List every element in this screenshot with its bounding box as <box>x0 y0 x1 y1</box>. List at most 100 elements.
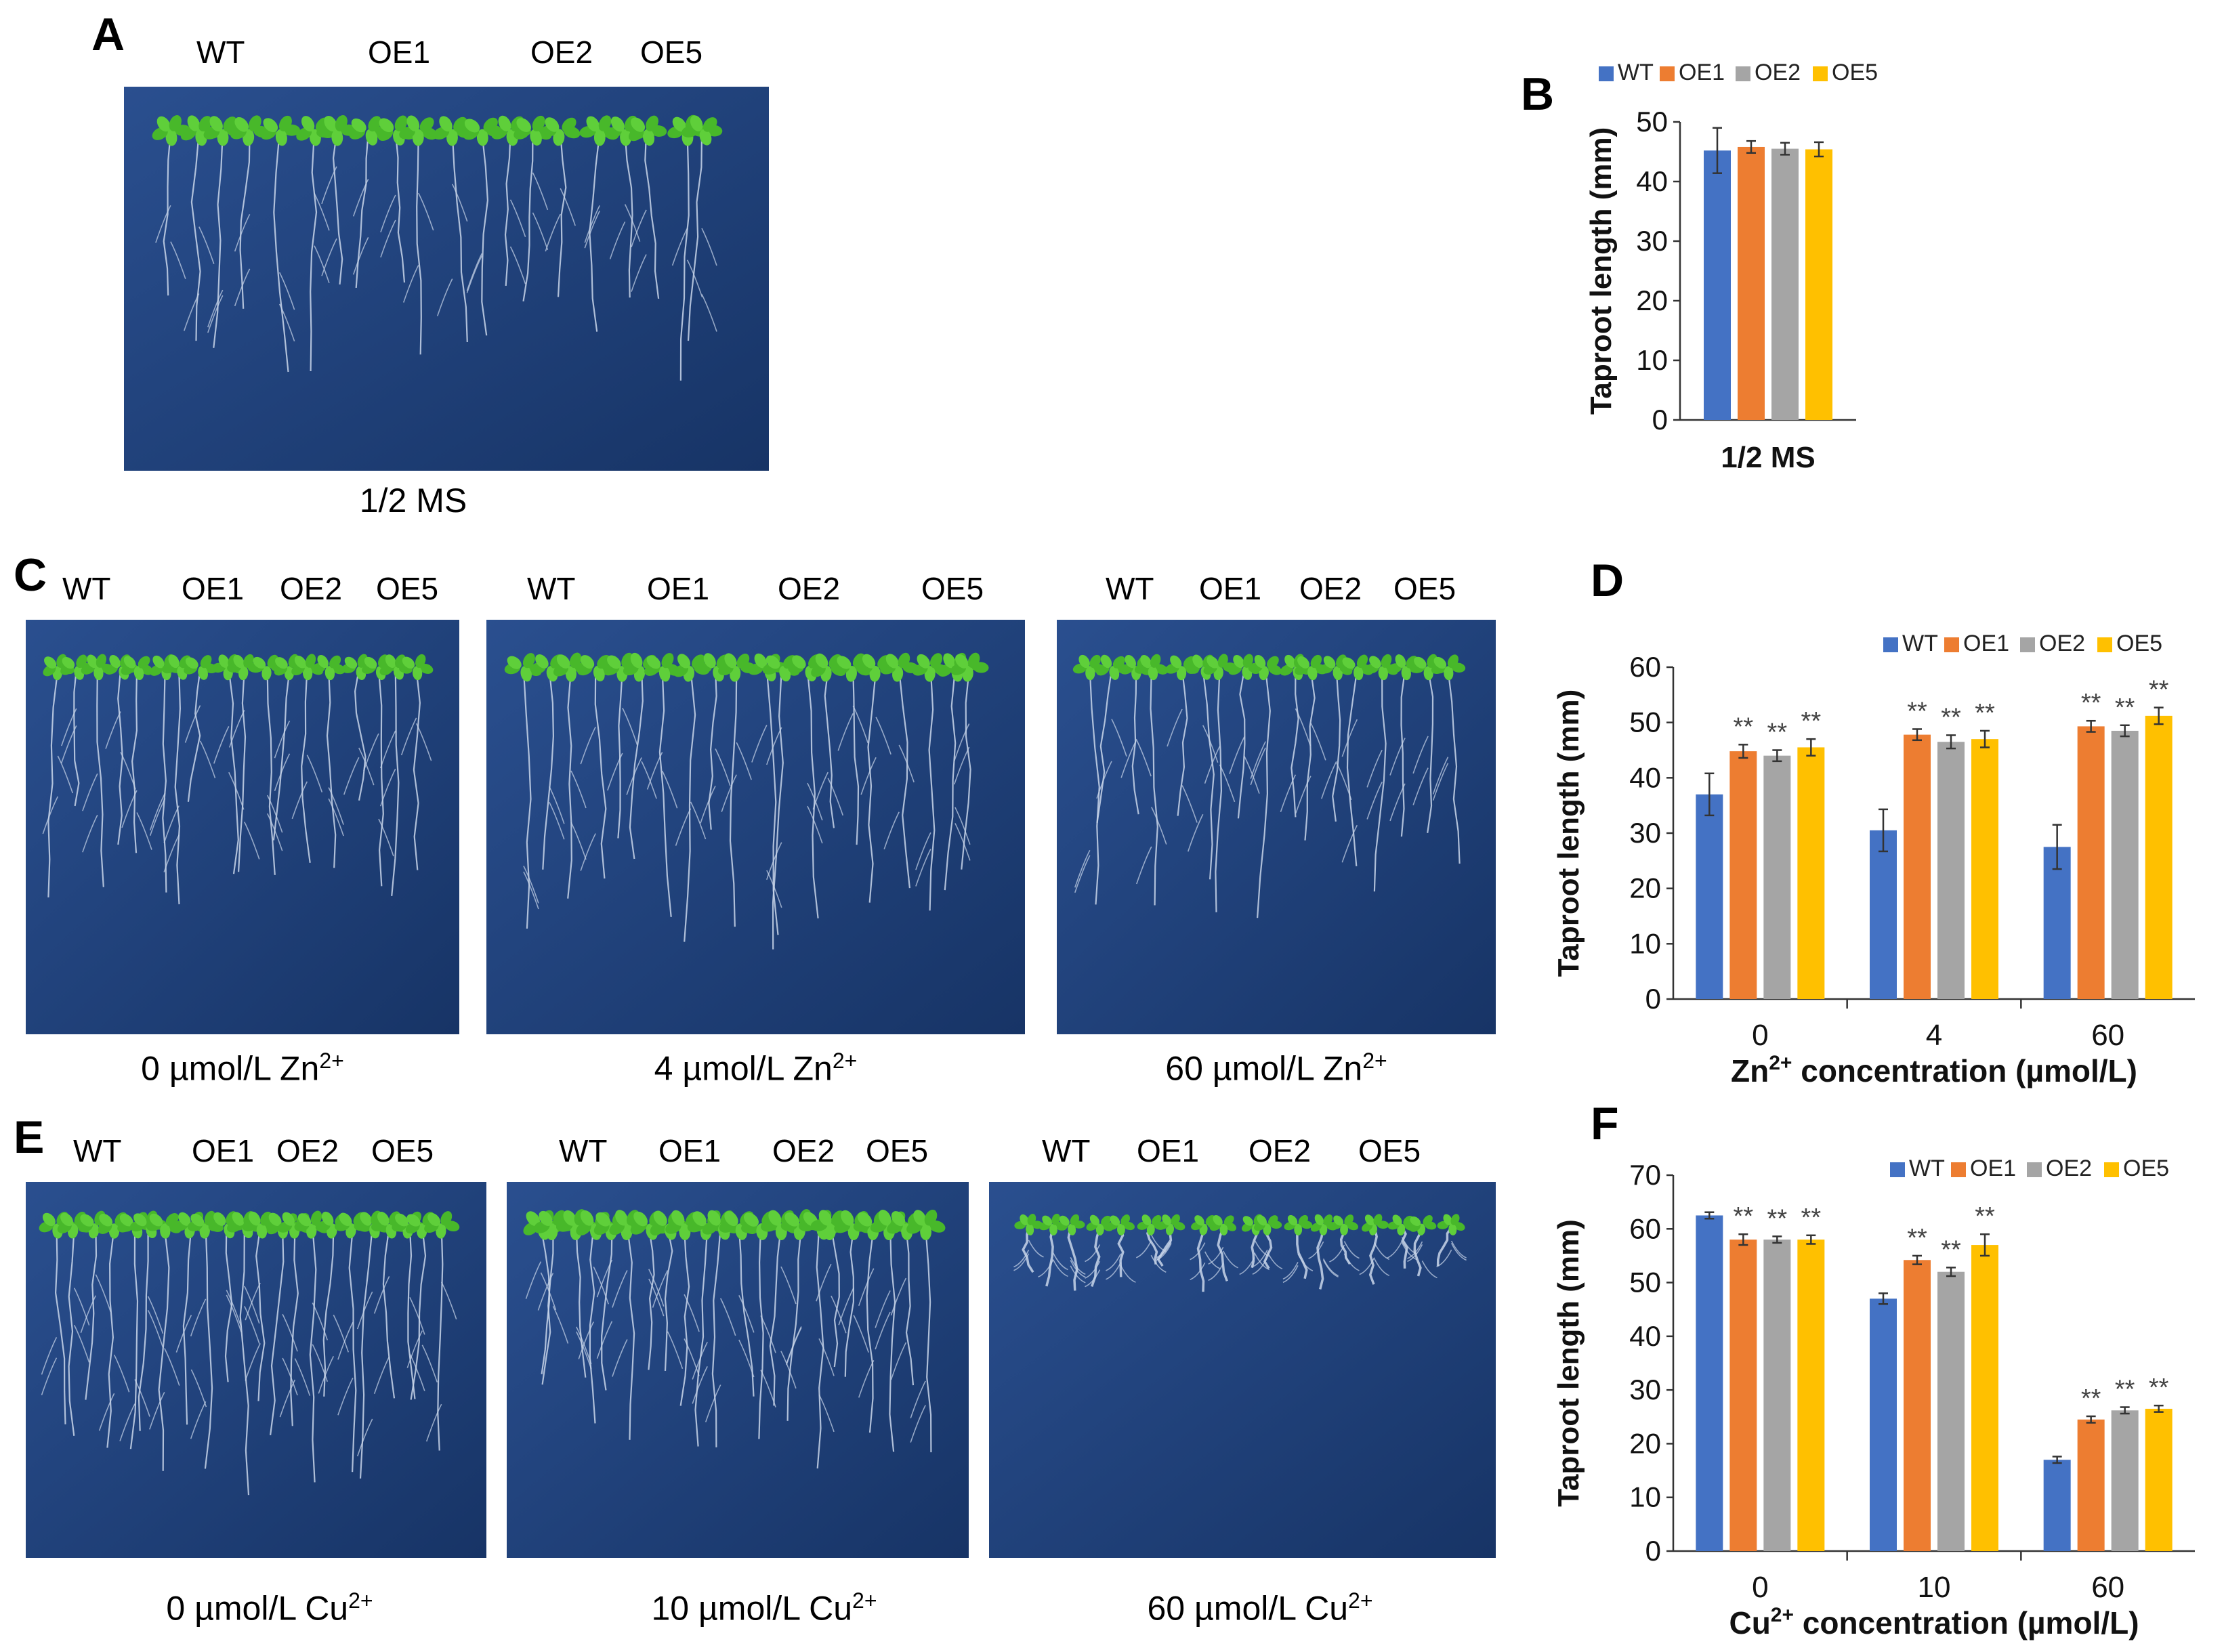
bar <box>1763 1240 1791 1551</box>
seedling <box>1248 654 1282 918</box>
significance-marker: ** <box>1975 1202 1995 1231</box>
genotype-label: OE2 <box>276 1133 339 1168</box>
bar <box>2043 847 2071 999</box>
seedling <box>513 115 552 302</box>
chart-svg: WT OE1 OE2 OE5 0 10 20 30 40 50 Taproot length (mm… <box>1585 60 1878 474</box>
legend-label: WT <box>1909 1156 1945 1181</box>
bar <box>1904 734 1931 999</box>
y-axis-label: Taproot length (mm) <box>1585 127 1618 415</box>
caption-text: 60 µmol/L Cu <box>1147 1589 1349 1628</box>
legend-swatch <box>1813 66 1828 81</box>
legend-swatch <box>2097 637 2112 652</box>
y-axis-label: Taproot length (mm) <box>1552 1219 1585 1506</box>
panel-letter-e: E <box>14 1111 45 1163</box>
genotype-label: WT <box>196 35 245 70</box>
caption-text: 10 µmol/L Cu <box>651 1589 853 1628</box>
genotype-label: OE2 <box>530 35 593 70</box>
agar-background <box>26 1182 486 1558</box>
significance-marker: ** <box>1975 699 1995 727</box>
bar <box>1971 739 1998 999</box>
genotype-label: OE5 <box>1358 1133 1421 1168</box>
seedling-plate-illustration <box>1057 620 1496 1034</box>
bar <box>2145 715 2173 999</box>
y-axis-label: Taproot length (mm) <box>1552 690 1585 977</box>
bar <box>1763 755 1791 999</box>
genotype-label: WT <box>62 571 111 606</box>
bar <box>1729 751 1757 999</box>
genotype-label: OE1 <box>1199 571 1262 606</box>
y-tick-label: 0 <box>1652 404 1668 436</box>
x-category-label: 10 <box>1918 1571 1951 1604</box>
y-tick-label: 50 <box>1636 106 1668 137</box>
significance-marker: ** <box>1801 707 1822 736</box>
seedling-plate-illustration <box>989 1182 1496 1558</box>
significance-marker: ** <box>1767 719 1788 747</box>
significance-marker: ** <box>1767 1204 1788 1233</box>
seedling-plate-photo <box>989 1182 1496 1558</box>
legend-swatch <box>2020 637 2035 652</box>
seedling <box>1431 654 1466 864</box>
genotype-label: OE1 <box>647 571 710 606</box>
legend-swatch <box>1951 1162 1966 1177</box>
agar-background <box>989 1182 1496 1558</box>
legend-swatch <box>1599 66 1614 81</box>
bar <box>1704 150 1731 421</box>
significance-marker: ** <box>1734 1202 1754 1231</box>
seedling <box>294 1210 330 1483</box>
seedling-plate-photo <box>1057 620 1496 1034</box>
y-tick-label: 40 <box>1629 1320 1661 1352</box>
bar <box>1937 742 1965 999</box>
legend-label: OE2 <box>1755 60 1801 85</box>
x-category-label: 60 <box>2091 1571 2124 1604</box>
seedling-plate-photo <box>507 1182 969 1558</box>
seedling <box>349 116 388 288</box>
genotype-label: OE2 <box>778 571 841 606</box>
significance-marker: ** <box>1907 697 1927 725</box>
plate-caption: 0 µmol/L Zn2+ <box>26 1049 459 1088</box>
genotype-label: OE5 <box>1393 571 1456 606</box>
seedling-plate-illustration <box>124 87 769 471</box>
plate-caption: 60 µmol/L Cu2+ <box>1030 1588 1490 1628</box>
chart-d: WT OE1 OE2 OE5 0 10 20 30 40 50 60 Taproot length (… <box>1538 613 2215 1088</box>
genotype-label: OE5 <box>371 1133 434 1168</box>
bar <box>2111 1410 2139 1551</box>
plate-caption: 1/2 MS <box>359 482 467 520</box>
y-tick-label: 50 <box>1629 706 1661 738</box>
caption-text: 0 µmol/L Cu <box>166 1589 349 1628</box>
x-axis-label-suffix: concentration (µmol/L) <box>1792 1053 2137 1088</box>
bar <box>1738 146 1765 420</box>
agar-background <box>486 620 1025 1034</box>
agar-background <box>507 1182 969 1558</box>
significance-marker: ** <box>2081 1384 2101 1413</box>
y-tick-label: 30 <box>1629 817 1661 849</box>
legend-swatch <box>1883 637 1898 652</box>
y-tick-label: 20 <box>1629 872 1661 904</box>
seedling <box>121 656 153 853</box>
bar <box>1971 1245 1998 1551</box>
y-tick-label: 20 <box>1629 1427 1661 1459</box>
x-axis-label-superscript: 2+ <box>1769 1052 1792 1074</box>
seedling <box>311 654 345 868</box>
genotype-label: WT <box>1042 1133 1091 1168</box>
plate-caption: 0 µmol/L Cu2+ <box>26 1588 513 1628</box>
x-axis-label-prefix: Zn <box>1731 1053 1769 1088</box>
plate-caption: 4 µmol/L Zn2+ <box>486 1049 1025 1088</box>
genotype-label: OE2 <box>280 571 343 606</box>
seedling <box>540 117 581 297</box>
seedling <box>433 116 473 343</box>
panel-letter-d: D <box>1591 555 1624 606</box>
genotype-label: OE5 <box>866 1133 929 1168</box>
legend-label: OE2 <box>2046 1156 2092 1181</box>
caption-text: 60 µmol/L Zn <box>1165 1049 1363 1088</box>
x-axis-label-suffix: concentration (µmol/L) <box>1794 1605 2139 1640</box>
seedling-plate-illustration <box>507 1182 969 1558</box>
seedling <box>260 115 300 373</box>
significance-marker: ** <box>2115 694 2135 722</box>
seedling <box>1252 1215 1283 1275</box>
seedling <box>1203 654 1238 912</box>
seedling <box>628 115 667 299</box>
seedling <box>718 653 756 927</box>
seedling <box>1329 1214 1360 1271</box>
chart-b: WT OE1 OE2 OE5 0 10 20 30 40 50 Taproot length (mm… <box>1572 47 1883 481</box>
legend-label: OE5 <box>2116 631 2162 656</box>
